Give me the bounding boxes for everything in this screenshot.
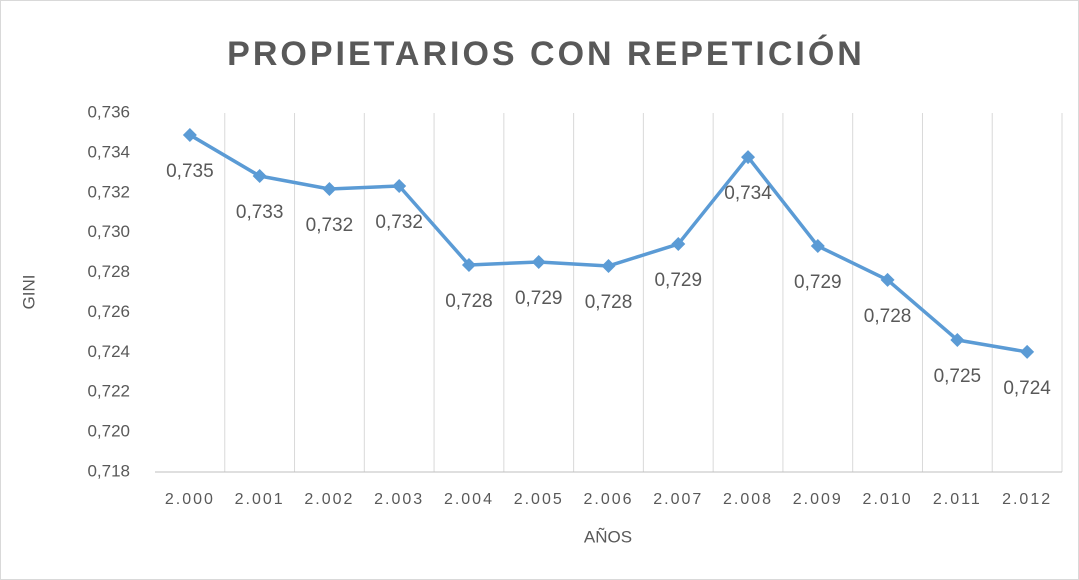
data-label: 0,734 bbox=[724, 183, 772, 204]
data-point bbox=[671, 237, 686, 252]
x-tick-label: 2.006 bbox=[583, 491, 633, 508]
x-tick-label: 2.010 bbox=[863, 491, 913, 508]
y-axis-title: GINI bbox=[19, 275, 38, 310]
data-label: 0,725 bbox=[934, 366, 982, 387]
data-point bbox=[252, 169, 267, 184]
data-point bbox=[601, 258, 616, 273]
x-tick-label: 2.004 bbox=[444, 491, 494, 508]
x-axis-title: AÑOS bbox=[584, 527, 632, 546]
chart-title: PROPIETARIOS CON REPETICIÓN bbox=[227, 35, 865, 73]
x-tick-label: 2.003 bbox=[374, 491, 424, 508]
x-tick-label: 2.012 bbox=[1002, 491, 1052, 508]
data-point bbox=[461, 257, 476, 272]
y-tick-label: 0,726 bbox=[87, 302, 130, 321]
data-label: 0,729 bbox=[515, 288, 563, 309]
data-point bbox=[741, 150, 756, 165]
data-label: 0,732 bbox=[306, 215, 354, 236]
data-point bbox=[182, 127, 197, 142]
y-tick-label: 0,720 bbox=[87, 422, 130, 441]
y-tick-label: 0,722 bbox=[87, 382, 130, 401]
data-label: 0,724 bbox=[1003, 378, 1051, 399]
data-label: 0,729 bbox=[794, 272, 842, 293]
y-tick-label: 0,724 bbox=[87, 342, 130, 361]
data-label: 0,728 bbox=[445, 291, 493, 312]
data-point bbox=[531, 254, 546, 269]
data-point bbox=[880, 272, 895, 287]
data-point bbox=[950, 332, 965, 347]
data-label: 0,728 bbox=[585, 292, 633, 313]
x-tick-label: 2.007 bbox=[653, 491, 703, 508]
x-tick-label: 2.000 bbox=[165, 491, 215, 508]
x-tick-label: 2.009 bbox=[793, 491, 843, 508]
y-tick-label: 0,718 bbox=[87, 461, 130, 480]
y-tick-label: 0,730 bbox=[87, 222, 130, 241]
x-tick-label: 2.005 bbox=[514, 491, 564, 508]
x-tick-label: 2.011 bbox=[933, 491, 982, 508]
data-point bbox=[322, 181, 337, 196]
data-label: 0,735 bbox=[166, 161, 214, 182]
x-tick-label: 2.001 bbox=[235, 491, 285, 508]
y-tick-label: 0,736 bbox=[87, 102, 130, 121]
x-tick-label: 2.008 bbox=[723, 491, 773, 508]
data-point bbox=[1020, 344, 1035, 359]
data-point bbox=[810, 239, 825, 254]
data-label: 0,729 bbox=[654, 270, 702, 291]
data-label: 0,733 bbox=[236, 202, 284, 223]
y-tick-label: 0,732 bbox=[87, 182, 130, 201]
y-tick-label: 0,728 bbox=[87, 262, 130, 281]
x-tick-label: 2.002 bbox=[304, 491, 354, 508]
data-label: 0,728 bbox=[864, 306, 912, 327]
data-label: 0,732 bbox=[375, 212, 423, 233]
y-tick-label: 0,734 bbox=[87, 142, 130, 161]
data-point bbox=[392, 178, 407, 193]
